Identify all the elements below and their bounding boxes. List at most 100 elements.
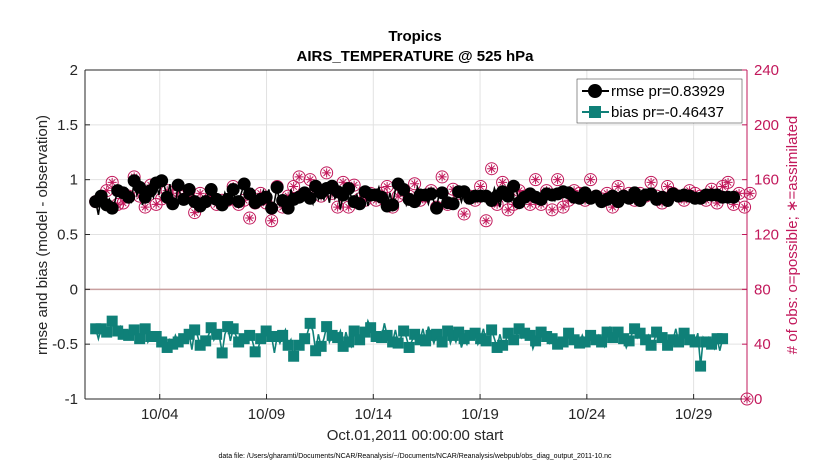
obs-possible-marker: [243, 211, 257, 225]
obs-point: [743, 186, 757, 200]
obs-assimilated-marker: [410, 179, 420, 189]
obs-assimilated-marker: [525, 199, 535, 209]
legend-box: [576, 78, 743, 124]
bias-point: [557, 336, 569, 348]
rmse-point: [501, 189, 515, 203]
obs-assimilated-marker: [190, 208, 200, 218]
y-axis-right-label: # of obs: o=possible; ∗=assimilated: [784, 116, 801, 355]
bias-point: [106, 315, 118, 327]
y-tick-label: 0: [70, 281, 78, 298]
obs-point: [243, 211, 257, 225]
rmse-point: [259, 190, 273, 204]
bias-point: [634, 327, 646, 339]
obs-possible-marker: [331, 200, 345, 214]
y-axis-right-ticks: 0 40 80 120 160 200 240: [742, 62, 779, 408]
obs-assimilated-marker: [740, 202, 750, 212]
legend: rmse pr=0.83929 bias pr=-0.46437: [576, 78, 743, 124]
rmse-point: [270, 180, 284, 194]
obs-assimilated-marker: [558, 202, 568, 212]
bias-point: [497, 339, 509, 351]
bias-series: [90, 315, 729, 372]
rmse-point: [226, 183, 240, 197]
y-tick-label: 0.5: [57, 227, 78, 244]
rmse-point: [122, 190, 136, 204]
y-tick-label: -1: [65, 391, 78, 408]
bias-point: [343, 336, 355, 348]
obs-assimilated-marker: [547, 205, 557, 215]
x-tick-label: 10/04: [141, 406, 179, 423]
obs-point: [265, 214, 279, 228]
obs-point: [292, 170, 306, 184]
bias-point: [365, 322, 377, 334]
rmse-point: [386, 198, 400, 212]
obs-possible-marker: [479, 214, 493, 228]
bias-point: [453, 326, 465, 338]
obs-possible-marker: [408, 177, 422, 191]
rmse-point: [265, 201, 279, 215]
obs-possible-marker: [743, 186, 757, 200]
rmse-point: [155, 174, 169, 188]
x-tick-label: 10/24: [568, 406, 606, 423]
rmse-point: [171, 178, 185, 192]
obs-assimilated-marker: [289, 182, 299, 192]
legend-rmse-label: rmse pr=0.83929: [611, 83, 725, 100]
bias-point: [563, 327, 575, 339]
bias-point: [673, 336, 685, 348]
obs-point: [584, 173, 598, 187]
obs-assimilated-marker: [481, 216, 491, 226]
bias-point: [695, 360, 707, 372]
bias-point: [255, 333, 267, 345]
obs-assimilated-marker: [734, 188, 744, 198]
obs-assimilated-marker: [476, 182, 486, 192]
rmse-point: [424, 187, 438, 201]
footnote: data file: /Users/gharamti/Documents/NCA…: [218, 453, 612, 460]
bias-point: [189, 324, 201, 336]
y-right-tick-label: 80: [754, 281, 771, 298]
obs-assimilated-marker: [613, 182, 623, 192]
y-tick-label: 1.5: [57, 117, 78, 134]
obs-assimilated-marker: [294, 172, 304, 182]
obs-assimilated-marker: [437, 172, 447, 182]
bias-point: [332, 332, 344, 344]
obs-possible-marker: [265, 214, 279, 228]
bias-point: [579, 336, 591, 348]
obs-possible-marker: [457, 207, 471, 221]
bias-point: [403, 341, 415, 353]
rmse-point: [727, 190, 741, 204]
bias-point: [288, 350, 300, 362]
obs-assimilated-marker: [663, 182, 673, 192]
obs-assimilated-marker: [382, 182, 392, 192]
obs-possible-marker: [551, 173, 565, 187]
rmse-point: [133, 180, 147, 194]
x-tick-label: 10/19: [461, 406, 499, 423]
obs-point: [435, 170, 449, 184]
bias-point: [134, 333, 146, 345]
bias-point: [101, 326, 113, 338]
x-tick-label: 10/14: [355, 406, 393, 423]
rmse-point: [397, 183, 411, 197]
obs-assimilated-marker: [608, 202, 618, 212]
y-right-tick-label: 240: [754, 62, 779, 79]
rmse-point: [105, 201, 119, 215]
obs-point: [644, 175, 658, 189]
obs-assimilated-marker: [102, 186, 112, 196]
bias-point: [678, 327, 690, 339]
bias-point: [480, 335, 492, 347]
obs-assimilated-marker: [531, 175, 541, 185]
obs-assimilated-marker: [745, 188, 755, 198]
obs-assimilated-marker: [503, 205, 513, 215]
bias-point: [656, 332, 668, 344]
obs-assimilated-marker: [151, 199, 161, 209]
bias-point: [249, 346, 261, 358]
obs-point: [320, 166, 334, 180]
bias-point: [244, 329, 256, 341]
bias-point: [348, 325, 360, 337]
obs-possible-marker: [721, 175, 735, 189]
bias-point: [398, 325, 410, 337]
obs-point: [545, 203, 559, 217]
bias-point: [293, 339, 305, 351]
rmse-point: [166, 197, 180, 211]
x-axis-label: Oct.01,2011 00:00:00 start: [327, 427, 504, 444]
obs-assimilated-marker: [333, 202, 343, 212]
